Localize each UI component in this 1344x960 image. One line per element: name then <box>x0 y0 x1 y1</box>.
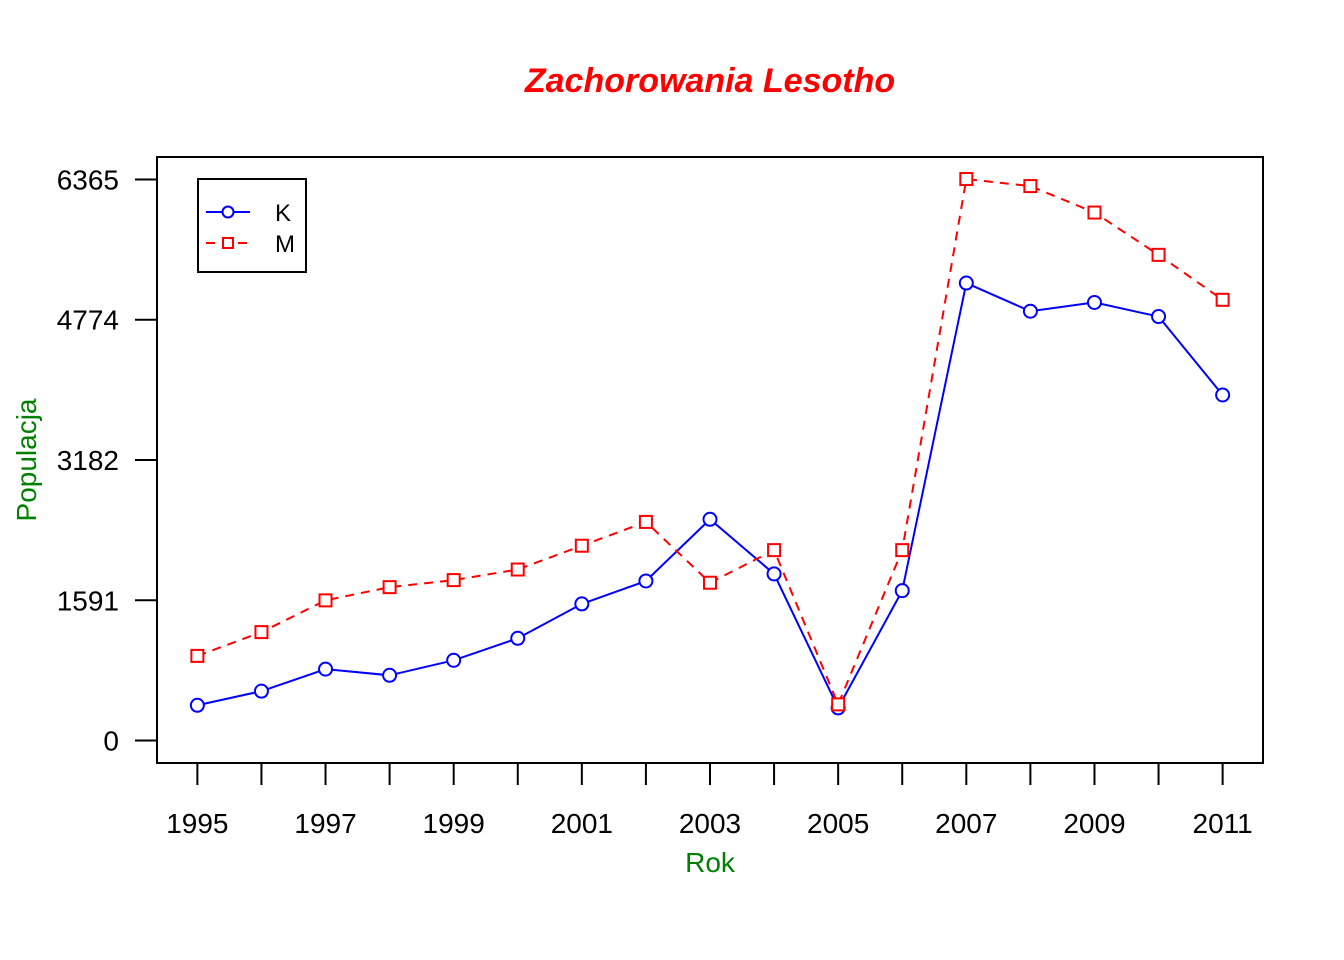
legend-marker <box>222 237 234 249</box>
legend-label: M <box>275 231 295 258</box>
data-point <box>703 575 717 590</box>
data-point <box>1087 205 1102 220</box>
x-tick-label: 2005 <box>807 808 869 839</box>
data-point <box>831 697 846 712</box>
data-point <box>1086 294 1102 310</box>
series-K <box>189 275 1231 716</box>
data-point <box>1022 303 1038 319</box>
data-point <box>190 648 205 663</box>
y-axis-label: Populacja <box>11 398 42 521</box>
x-tick-label: 1999 <box>423 808 485 839</box>
data-point <box>1215 387 1231 403</box>
data-point <box>382 667 398 683</box>
x-tick-label: 2003 <box>679 808 741 839</box>
data-point <box>959 172 974 187</box>
data-point <box>1215 292 1230 307</box>
data-point <box>318 661 334 677</box>
y-tick-label: 3182 <box>57 445 119 476</box>
data-point <box>638 573 654 589</box>
series-layer <box>189 172 1231 716</box>
data-point <box>1023 179 1038 194</box>
y-tick-label: 6365 <box>57 164 119 195</box>
series-M <box>190 172 1230 712</box>
x-tick-label: 2011 <box>1193 808 1253 839</box>
data-point <box>958 275 974 291</box>
y-axis: 0 1591 3182 4774 6365 <box>57 164 158 757</box>
data-point <box>767 543 782 558</box>
x-tick-label: 1997 <box>294 808 356 839</box>
data-point <box>253 683 269 699</box>
data-point <box>254 625 269 640</box>
data-point <box>318 593 333 608</box>
legend-item: M <box>206 231 295 258</box>
data-point <box>766 566 782 582</box>
data-point <box>510 630 526 646</box>
data-point <box>638 514 653 529</box>
data-point <box>574 596 590 612</box>
data-point <box>446 573 461 588</box>
y-tick-label: 1591 <box>57 585 119 616</box>
y-tick-label: 0 <box>103 726 119 757</box>
data-point <box>894 583 910 599</box>
x-tick-label: 2007 <box>935 808 997 839</box>
data-point <box>510 562 525 577</box>
data-point <box>189 697 205 713</box>
y-tick-label: 4774 <box>57 305 119 336</box>
legend-item: K <box>206 200 291 227</box>
series-line <box>197 281 1224 711</box>
x-tick-label: 1995 <box>166 808 228 839</box>
chart-title: Zachorowania Lesotho <box>524 62 895 100</box>
x-axis-label: Rok <box>685 847 736 878</box>
legend-label: K <box>275 200 291 227</box>
data-point <box>702 511 718 527</box>
x-tick-label: 2009 <box>1063 808 1125 839</box>
data-point <box>446 652 462 668</box>
legend: KM <box>197 178 307 273</box>
x-tick-label: 2001 <box>551 808 613 839</box>
data-point <box>574 538 589 553</box>
data-point <box>895 543 910 558</box>
data-point <box>1151 247 1166 262</box>
series-line <box>197 177 1224 707</box>
data-point <box>1151 309 1167 325</box>
x-axis: 1995 1997 1999 2001 2003 2005 2007 2009 2011 <box>166 762 1253 839</box>
legend-marker <box>221 205 235 219</box>
legend-box <box>197 178 307 273</box>
data-point <box>382 580 397 595</box>
